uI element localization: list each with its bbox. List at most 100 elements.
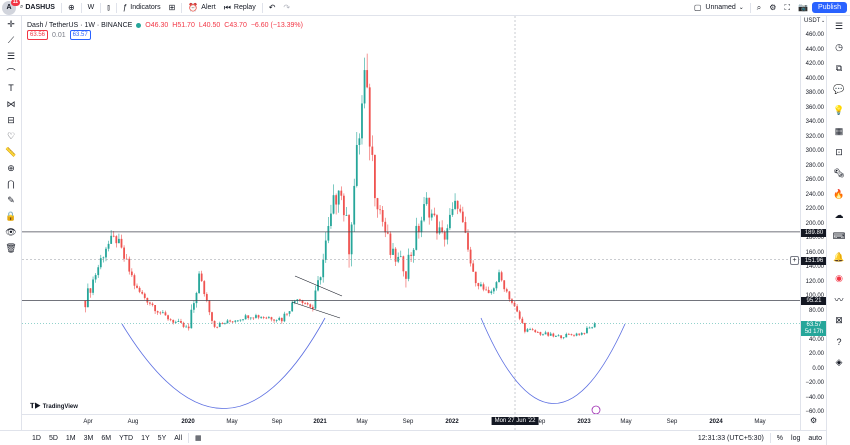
pattern-tool[interactable]: ⋈: [0, 96, 22, 112]
fib-tool[interactable]: ☰: [0, 48, 22, 64]
candle-body: [451, 208, 454, 215]
news-button[interactable]: 🗞: [827, 163, 850, 184]
undo-button[interactable]: ↶: [265, 0, 280, 16]
chats-button[interactable]: 💬: [827, 79, 850, 100]
candle-body: [161, 312, 164, 314]
time-tick-label: 2021: [313, 419, 327, 425]
interval-button[interactable]: W: [84, 0, 99, 16]
hotlists-button[interactable]: 🔥: [827, 184, 850, 205]
grid-icon: ⊞: [168, 3, 176, 12]
quick-search-button[interactable]: ⌕: [753, 0, 765, 16]
live-stream-button[interactable]: ◉: [827, 268, 850, 289]
magnet-tool[interactable]: ⋂: [0, 176, 22, 192]
time-axis-settings-icon[interactable]: ⚙: [810, 416, 818, 425]
screener-button[interactable]: ☁: [827, 205, 850, 226]
range-button-6m[interactable]: 6M: [101, 434, 112, 442]
range-button-5d[interactable]: 5D: [48, 434, 58, 442]
market-button[interactable]: 〰: [827, 289, 850, 310]
fullscreen-button[interactable]: ⛶: [780, 0, 794, 16]
time-tick-label: May: [620, 419, 632, 425]
layout-menu-button[interactable]: ▢ Unnamed ⌄: [690, 0, 748, 16]
time-axis[interactable]: Apr Aug 2020 May Sep 2021 May Sep 2022 Sep 2023 May…: [22, 414, 800, 430]
chevron-down-icon: ⌄: [821, 18, 826, 24]
range-button-ytd[interactable]: YTD: [119, 434, 134, 442]
currency-label[interactable]: USDT: [804, 18, 821, 24]
settings-button[interactable]: ⚙: [765, 0, 780, 16]
snapshot-button[interactable]: 📷: [794, 0, 812, 16]
range-button-5y[interactable]: 5Y: [157, 434, 167, 442]
prediction-tool[interactable]: ⊟: [0, 112, 22, 128]
heart-icon: ♡: [6, 130, 16, 141]
alert-button[interactable]: ⏰ Alert: [184, 0, 219, 16]
percent-toggle[interactable]: %: [776, 434, 784, 442]
bid-price[interactable]: 63.56: [27, 30, 49, 40]
alerts-panel-button[interactable]: ◷: [827, 37, 850, 58]
candle-body: [368, 87, 371, 147]
watchlist-button[interactable]: ☰: [827, 16, 850, 37]
templates-button[interactable]: ⊞: [165, 0, 180, 16]
crosshair-icon: ✛: [7, 18, 15, 29]
brush-tool[interactable]: ⌒: [0, 64, 22, 80]
hide-drawings-tool[interactable]: 👁: [0, 224, 22, 240]
candle-body: [477, 283, 480, 287]
layers-button[interactable]: ◈: [827, 352, 850, 373]
candle-body: [288, 311, 291, 314]
candle-body: [97, 267, 100, 276]
replay-button[interactable]: ⏮ Replay: [220, 0, 260, 16]
measure-tool[interactable]: 📏: [0, 144, 22, 160]
avatar-letter: A: [6, 4, 12, 11]
data-window-icon: ⊠: [835, 315, 843, 325]
candle-body: [218, 323, 221, 327]
candle-body: [472, 263, 475, 272]
candle-body: [386, 232, 389, 234]
candle-body: [255, 315, 257, 318]
data-window-button[interactable]: ⊠: [827, 310, 850, 331]
compare-symbol-button[interactable]: ⊕: [64, 0, 79, 16]
range-button-all[interactable]: All: [174, 434, 183, 442]
notifications-button[interactable]: 🔔: [827, 247, 850, 268]
clock-timezone[interactable]: 12:31:33 (UTC+5:30): [697, 434, 764, 442]
calendar-button[interactable]: ▦: [827, 121, 850, 142]
object-tree-button[interactable]: ⧉: [827, 58, 850, 79]
text-tool[interactable]: T: [0, 80, 22, 96]
range-button-1m[interactable]: 1M: [65, 434, 76, 442]
range-button-3m[interactable]: 3M: [83, 434, 94, 442]
log-toggle[interactable]: log: [791, 434, 801, 442]
icon-tool[interactable]: ♡: [0, 128, 22, 144]
price-axis[interactable]: USDT ⌄ 460.00 440.00 420.00 400.00 380.00 360…: [800, 16, 827, 430]
symbol-search-button[interactable]: ⌕ DASHUS: [16, 0, 59, 16]
layers-icon: ⧉: [835, 63, 843, 73]
help-button[interactable]: ?: [827, 331, 850, 352]
chart-type-button[interactable]: ⫾: [103, 0, 114, 16]
candle-body: [332, 195, 335, 214]
ideas-button[interactable]: 💡: [827, 100, 850, 121]
candle-body: [133, 275, 136, 286]
zoom-tool[interactable]: ⊕: [0, 160, 22, 176]
candle-body: [123, 247, 125, 259]
range-button-1y[interactable]: 1Y: [141, 434, 150, 442]
candle-body: [407, 254, 410, 279]
redo-button[interactable]: ↷: [279, 0, 294, 16]
user-avatar[interactable]: A 11: [2, 0, 20, 15]
stay-drawing-tool[interactable]: ✎: [0, 192, 22, 208]
lock-drawings-tool[interactable]: 🔒: [0, 208, 22, 224]
crosshair-tool[interactable]: ✛: [0, 16, 22, 32]
range-button-1d[interactable]: 1D: [32, 434, 41, 442]
trendline-tool[interactable]: ⟋: [0, 32, 22, 48]
chart-canvas[interactable]: [22, 16, 800, 430]
crosshair-plus-icon[interactable]: +: [790, 256, 799, 265]
streams-button[interactable]: ⊡: [827, 142, 850, 163]
date-range-button[interactable]: ▦: [191, 434, 206, 442]
candle-body: [363, 70, 366, 104]
remove-drawings-tool[interactable]: 🗑: [0, 240, 22, 256]
legend-title[interactable]: Dash / TetherUS · 1W · BINANCE: [27, 21, 133, 29]
indicators-button[interactable]: ƒ Indicators: [119, 0, 165, 16]
candle-body: [324, 240, 327, 260]
pine-editor-button[interactable]: ⌨: [827, 226, 850, 247]
publish-button[interactable]: Publish: [812, 2, 847, 13]
replay-label: Replay: [233, 4, 256, 11]
auto-toggle[interactable]: auto: [808, 434, 822, 442]
ask-price[interactable]: 63.57: [69, 30, 91, 40]
candle-body: [236, 320, 239, 322]
candle-body: [273, 319, 275, 321]
